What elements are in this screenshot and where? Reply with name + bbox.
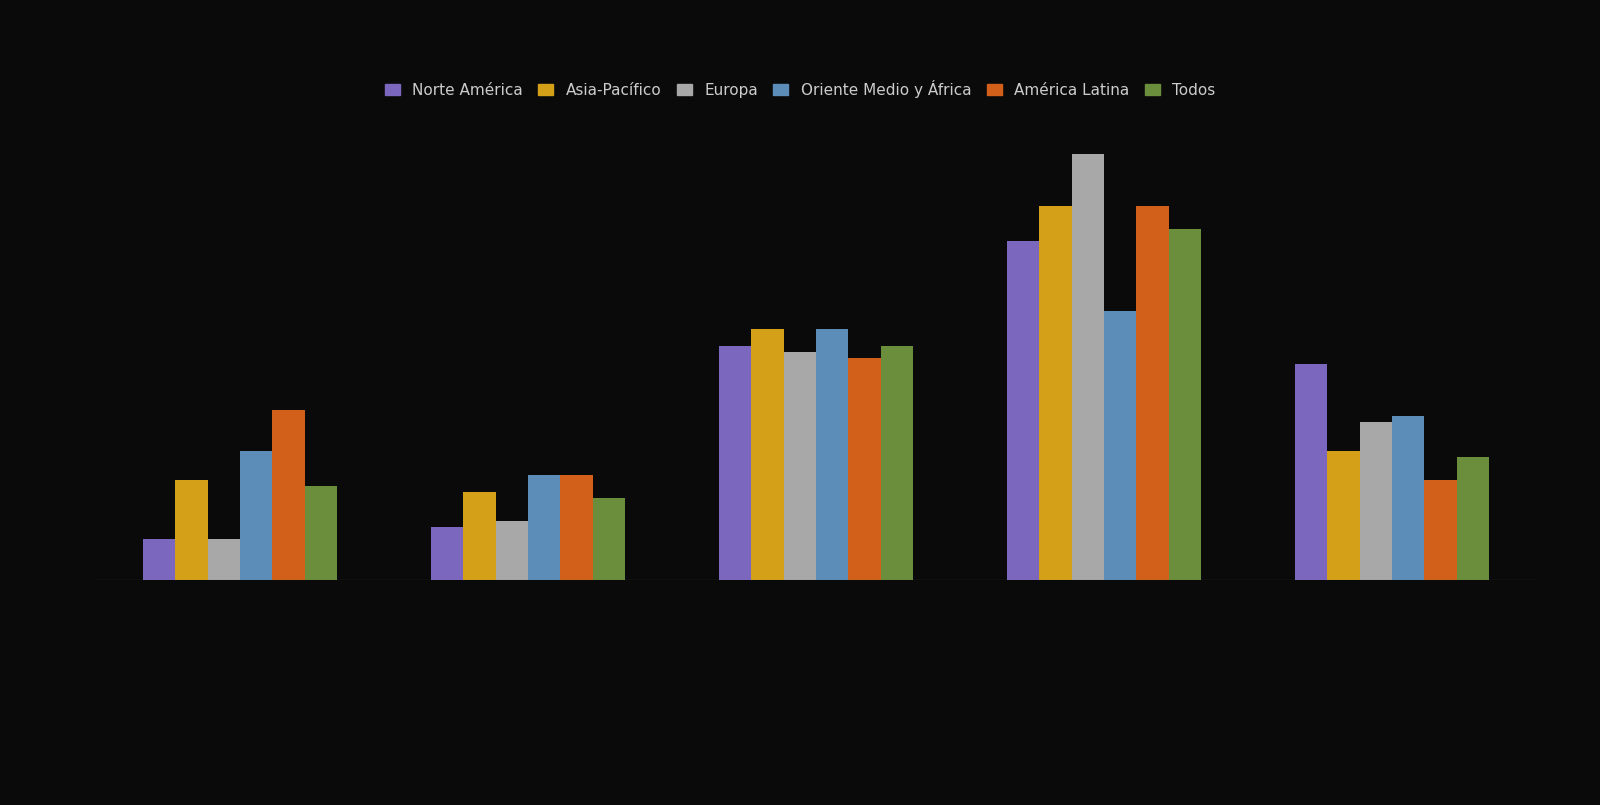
Bar xyxy=(560,475,592,580)
Bar xyxy=(1040,206,1072,580)
Bar xyxy=(1104,311,1136,580)
Bar xyxy=(304,486,338,580)
Legend: Norte América, Asia-Pacífico, Europa, Oriente Medio y África, América Latina, To: Norte América, Asia-Pacífico, Europa, Or… xyxy=(378,72,1222,105)
Bar xyxy=(718,346,752,580)
Bar xyxy=(784,352,816,580)
Bar xyxy=(142,539,176,580)
Bar xyxy=(1170,229,1202,580)
Bar xyxy=(592,497,626,580)
Bar xyxy=(1424,481,1456,580)
Bar xyxy=(1360,422,1392,580)
Bar xyxy=(1006,242,1040,580)
Bar xyxy=(1392,416,1424,580)
Bar xyxy=(1072,154,1104,580)
Bar xyxy=(1328,451,1360,580)
Bar xyxy=(240,451,272,580)
Bar xyxy=(464,492,496,580)
Bar xyxy=(1458,457,1490,580)
Bar xyxy=(1136,206,1168,580)
Bar xyxy=(496,522,528,580)
Bar xyxy=(430,527,464,580)
Bar xyxy=(208,539,240,580)
Bar xyxy=(528,475,560,580)
Bar xyxy=(1294,364,1326,580)
Bar xyxy=(752,328,784,580)
Bar xyxy=(882,346,914,580)
Bar xyxy=(848,358,882,580)
Bar xyxy=(176,481,208,580)
Bar xyxy=(816,328,848,580)
Bar xyxy=(272,411,304,580)
